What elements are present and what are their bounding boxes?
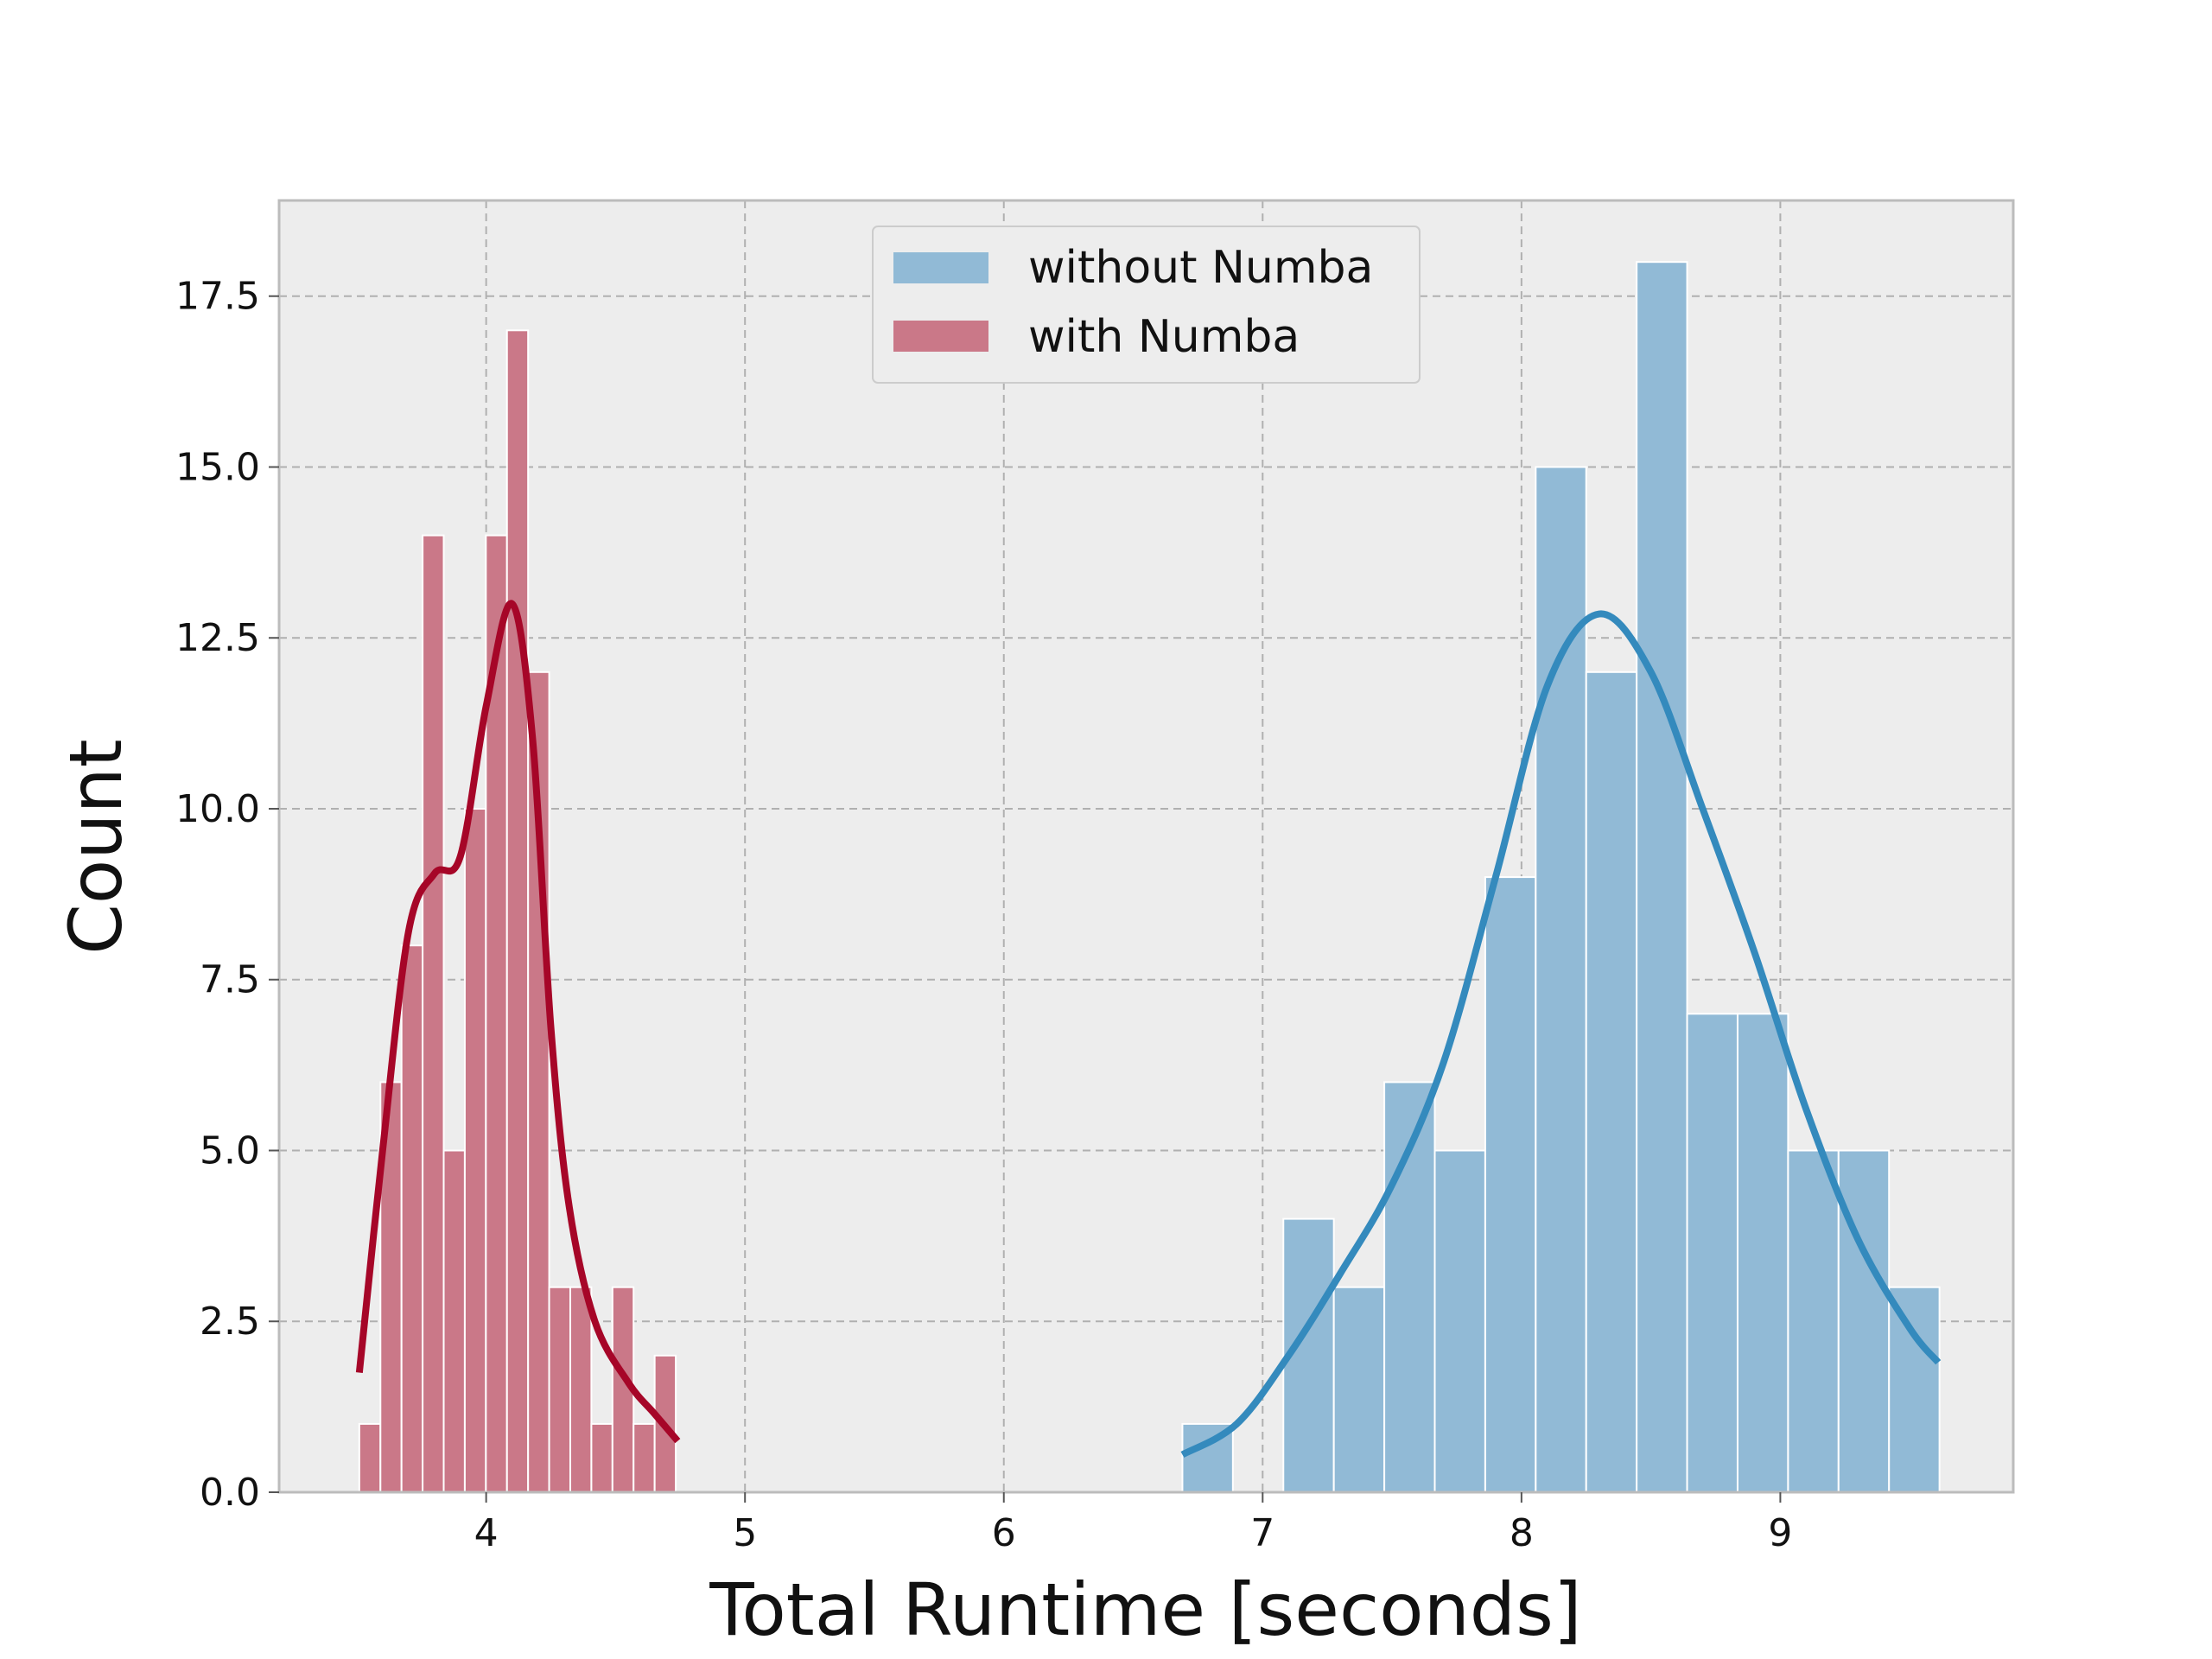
x-tick-label: 5 (733, 1511, 757, 1555)
x-tick-label: 6 (992, 1511, 1016, 1555)
bar-with-numba (505, 329, 530, 1493)
kde-line-without-numba (1180, 610, 1942, 1459)
y-tick-label: 12.5 (175, 616, 260, 660)
bar-without-numba (1787, 1149, 1840, 1493)
x-tick-label: 7 (1250, 1511, 1274, 1555)
legend-swatch-without-numba (893, 252, 988, 283)
axis-ticks: 4 5 6 7 8 9 0.0 2.5 5.0 7.5 10.0 12.5 15.0 17.5 (175, 275, 1792, 1555)
bar-without-numba (1736, 1013, 1789, 1493)
legend: without Numba with Numba (872, 226, 1421, 384)
y-tick-label: 0.0 (200, 1471, 260, 1515)
y-tick-label: 5.0 (200, 1128, 260, 1173)
bar-with-numba (548, 1286, 571, 1493)
x-tick-label: 8 (1510, 1511, 1534, 1555)
bar-without-numba (1535, 466, 1587, 1493)
bar-with-numba (463, 807, 487, 1493)
kde-curves (355, 600, 1942, 1459)
legend-swatch-with-numba (893, 321, 988, 352)
y-tick-label: 17.5 (175, 275, 260, 319)
legend-box (872, 226, 1421, 384)
plot-frame (277, 199, 2015, 1494)
y-axis-title: Count (54, 739, 138, 954)
bar-with-numba (358, 1422, 382, 1493)
y-tick-label: 15.0 (175, 445, 260, 489)
bar-without-numba (1686, 1013, 1738, 1493)
x-tick-label: 9 (1768, 1511, 1792, 1555)
bar-without-numba (1433, 1149, 1486, 1493)
y-tick-label: 7.5 (200, 958, 260, 1002)
bar-with-numba (422, 534, 445, 1493)
bar-with-numba (442, 1149, 466, 1493)
bar-with-numba (527, 671, 550, 1493)
bar-with-numba (632, 1422, 656, 1493)
x-axis-title: Total Runtime [seconds] (709, 1567, 1581, 1652)
bar-without-numba (1332, 1286, 1386, 1493)
bar-without-numba (1585, 671, 1638, 1493)
bar-without-numba (1888, 1286, 1941, 1493)
y-tick-label: 2.5 (200, 1300, 260, 1344)
kde-line-with-numba (355, 600, 681, 1444)
legend-label-with-numba: with Numba (1028, 311, 1300, 363)
bar-with-numba (590, 1422, 613, 1493)
x-tick-label: 4 (474, 1511, 499, 1555)
legend-label-without-numba: without Numba (1028, 242, 1373, 294)
bar-with-numba (569, 1286, 593, 1493)
bar-with-numba (400, 944, 424, 1494)
bar-without-numba (1837, 1149, 1891, 1493)
bar-without-numba (1636, 261, 1688, 1494)
y-tick-label: 10.0 (175, 787, 260, 831)
bar-without-numba (1484, 876, 1537, 1493)
